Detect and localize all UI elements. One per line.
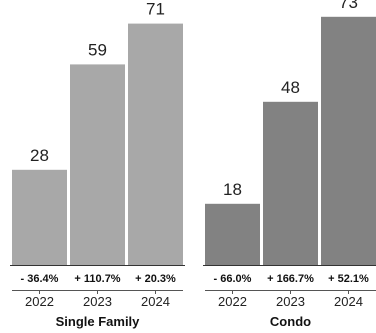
change-label-single-family-2023: + 110.7% [74, 273, 120, 285]
value-label-single-family-2022: 28 [30, 146, 49, 165]
value-label-condo-2024: 73 [339, 0, 358, 12]
year-label-condo-2024: 2024 [334, 294, 363, 309]
bar-single-family-2023 [70, 64, 125, 266]
year-label-single-family-2022: 2022 [25, 294, 54, 309]
group-label-condo: Condo [270, 314, 311, 329]
year-label-condo-2022: 2022 [218, 294, 247, 309]
change-label-condo-2023: + 166.7% [267, 273, 314, 285]
bar-single-family-2024 [128, 23, 183, 265]
change-label-condo-2024: + 52.1% [328, 273, 369, 285]
value-label-condo-2022: 18 [223, 180, 242, 199]
group-label-single-family: Single Family [56, 314, 141, 329]
year-label-single-family-2024: 2024 [141, 294, 170, 309]
bar-single-family-2022 [12, 169, 67, 265]
value-label-single-family-2024: 71 [146, 0, 165, 19]
year-label-single-family-2023: 2023 [83, 294, 112, 309]
bar-condo-2023 [263, 101, 318, 265]
bar-condo-2024 [321, 16, 376, 265]
change-label-condo-2022: - 66.0% [214, 273, 252, 285]
year-label-condo-2023: 2023 [276, 294, 305, 309]
bar-condo-2022 [205, 203, 260, 265]
value-label-single-family-2023: 59 [88, 40, 107, 59]
change-label-single-family-2024: + 20.3% [135, 273, 176, 285]
value-label-condo-2023: 48 [281, 78, 300, 97]
change-label-single-family-2022: - 36.4% [21, 273, 59, 285]
